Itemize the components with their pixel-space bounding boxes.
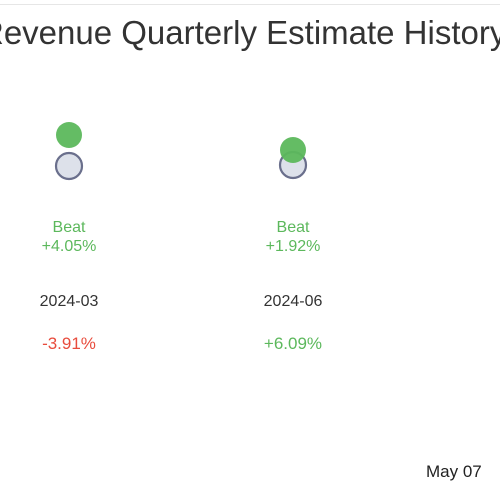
actual-point <box>56 122 82 148</box>
category-tick-label: 2024-06 <box>264 293 323 310</box>
surprise-label: +4.05% <box>42 238 97 255</box>
chart-title: Revenue Quarterly Estimate History <box>0 14 500 51</box>
actual-point <box>280 137 306 163</box>
surprise-label: +1.92% <box>266 238 321 255</box>
estimate-point <box>54 151 84 181</box>
change-label: -3.91% <box>42 334 96 353</box>
result-label: Beat <box>277 219 310 236</box>
change-label: +6.09% <box>264 334 322 353</box>
footer-date: May 07 <box>426 462 482 481</box>
result-label: Beat <box>53 219 86 236</box>
category-tick-label: 2024-03 <box>40 293 99 310</box>
top-rule <box>0 4 500 5</box>
